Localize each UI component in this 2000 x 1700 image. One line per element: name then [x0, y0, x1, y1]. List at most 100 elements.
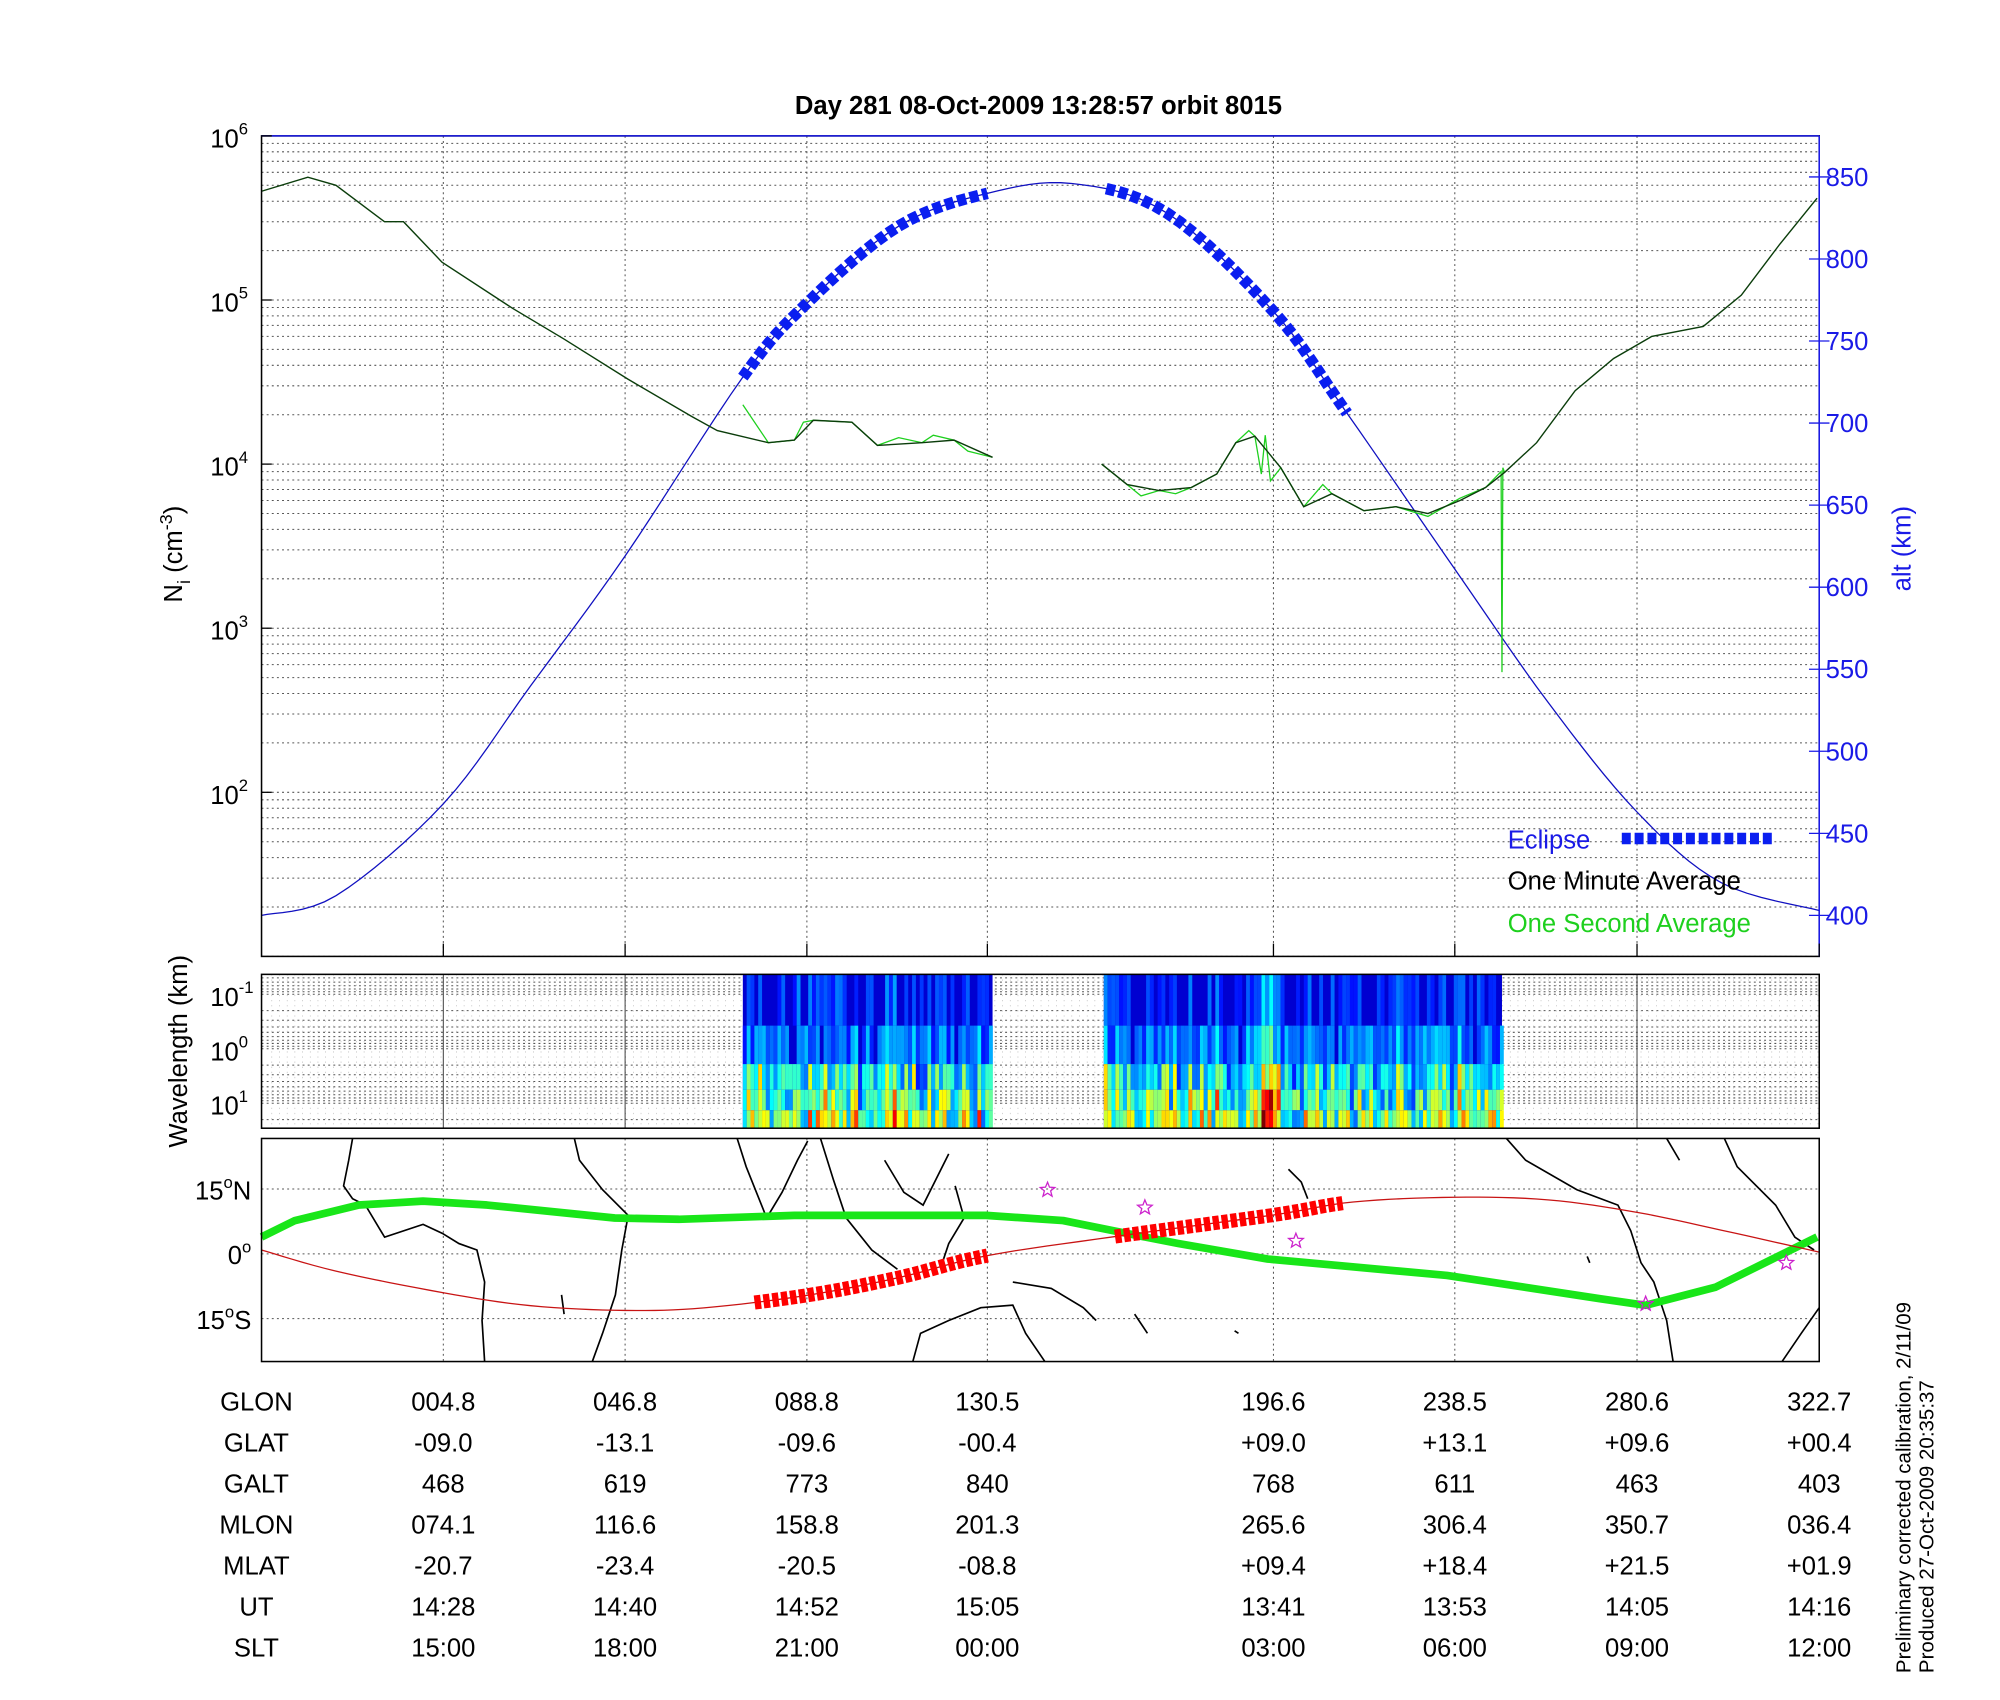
- table-cell: 196.6: [1241, 1388, 1305, 1416]
- spectrogram-cell: [1399, 1064, 1404, 1090]
- spectrogram-cell: [1157, 1025, 1162, 1065]
- spectrogram-cell: [1488, 1089, 1493, 1111]
- spectrogram-cell: [988, 1110, 993, 1129]
- star-marker: [1038, 1180, 1057, 1198]
- spectrogram-cell: [1273, 974, 1277, 1026]
- spectrogram-cell: [827, 1064, 832, 1090]
- spectrogram-cell: [758, 1110, 763, 1129]
- spectrogram-cell: [1488, 1025, 1493, 1065]
- alt-tick-label: 850: [1826, 164, 1869, 192]
- eclipse-segment: [738, 187, 989, 381]
- spectrogram-cell: [1465, 1089, 1470, 1111]
- spectrogram-cell: [1146, 1089, 1150, 1111]
- spectrogram-cell: [1203, 1089, 1208, 1111]
- spectrogram-cell: [1211, 1089, 1216, 1111]
- spectrogram-cell: [781, 1064, 786, 1090]
- spectrogram-cell: [1388, 1089, 1393, 1111]
- coastline-australia: [912, 1281, 1097, 1363]
- spectrogram-cell: [1419, 1064, 1424, 1090]
- spectrogram-cell: [1338, 1064, 1343, 1090]
- spectrogram-cell: [1203, 1025, 1208, 1065]
- spectrogram-cell: [1265, 1025, 1270, 1065]
- spectrogram-cell: [1419, 1025, 1424, 1065]
- spectrogram-cell: [862, 1089, 866, 1111]
- table-row-label: MLON: [219, 1511, 293, 1539]
- chart-title: Day 281 08-Oct-2009 13:28:57 orbit 8015: [795, 92, 1282, 120]
- spectrogram-cell: [1330, 1089, 1335, 1111]
- spectrogram-cell: [1438, 1110, 1443, 1129]
- table-row-label: GALT: [224, 1470, 289, 1498]
- spectrogram-cell: [1423, 1064, 1427, 1090]
- y-tick-label: 102: [210, 776, 248, 810]
- spectrogram-cell: [1480, 1110, 1485, 1129]
- spectrogram-cell: [1326, 1110, 1331, 1129]
- spectrogram-cell: [1392, 1089, 1397, 1111]
- spectrogram-cell: [1119, 1025, 1124, 1065]
- spectrogram-cell: [1273, 1089, 1277, 1111]
- spectrogram-cell: [1199, 1025, 1204, 1065]
- spectrogram-cell: [1161, 1064, 1166, 1090]
- spectrogram-cell: [1253, 1064, 1258, 1090]
- spectrogram-cell: [788, 1064, 793, 1090]
- spectrogram-cell: [796, 974, 801, 1026]
- spectrogram-cell: [835, 1089, 839, 1111]
- spectrogram-cell: [1434, 1089, 1439, 1111]
- spectrogram-cell: [873, 1064, 878, 1090]
- spectrogram-cell: [1403, 1089, 1408, 1111]
- spectrogram-cell: [742, 1089, 747, 1111]
- spectrogram-cell: [838, 974, 843, 1026]
- spectrogram-cell: [1303, 1110, 1308, 1129]
- spectrogram-cell: [1253, 1089, 1258, 1111]
- spectrogram-cell: [746, 1064, 751, 1090]
- spectrogram-cell: [1107, 974, 1112, 1026]
- spectrogram-cell: [1265, 1064, 1270, 1090]
- spectrogram-cell: [1138, 1089, 1143, 1111]
- spectrogram-cell: [1426, 1025, 1431, 1065]
- table-cell: 158.8: [775, 1511, 839, 1539]
- spectrogram-cell: [842, 1064, 847, 1090]
- table-cell: +00.4: [1787, 1429, 1852, 1457]
- spectrogram-cell: [1496, 1089, 1500, 1111]
- spectrogram-cell: [792, 1110, 797, 1129]
- spectrogram-cell: [750, 974, 755, 1026]
- spectrogram-cell: [773, 1110, 778, 1129]
- spectrogram-cell: [1188, 1110, 1193, 1129]
- spectrogram-cell: [1346, 1110, 1350, 1129]
- spectrogram-cell: [1380, 1089, 1385, 1111]
- table-cell: 130.5: [955, 1388, 1019, 1416]
- spectrogram-cell: [1442, 974, 1447, 1026]
- spectrogram-cell: [1473, 1089, 1477, 1111]
- spectrogram-cell: [1261, 1064, 1266, 1090]
- legend-minute-label: One Minute Average: [1508, 868, 1741, 896]
- spectrogram-cell: [1449, 1025, 1454, 1065]
- spectrogram-cell: [962, 1064, 966, 1090]
- spectrogram-cell: [923, 1110, 928, 1129]
- spectrogram-cell: [1180, 1089, 1185, 1111]
- spectrogram-cell: [1103, 1110, 1108, 1129]
- table-row-label: GLON: [220, 1388, 293, 1416]
- eclipse-segment: [1104, 183, 1352, 417]
- spectrogram-cell: [1342, 1110, 1347, 1129]
- spectrogram-cell: [1226, 1089, 1231, 1111]
- spectrogram-cell: [1319, 1089, 1324, 1111]
- spectrogram-cell: [965, 1025, 970, 1065]
- spectrogram-cell: [1149, 1064, 1154, 1090]
- spectrogram-cell: [1369, 1110, 1374, 1129]
- spectrogram-cell: [1273, 1025, 1277, 1065]
- spectrogram-cell: [835, 1110, 839, 1129]
- spectrogram-cell: [762, 1025, 766, 1065]
- spectrogram-cell: [1449, 1110, 1454, 1129]
- spectrogram-cell: [1169, 1025, 1174, 1065]
- spectrogram-cell: [1234, 1110, 1239, 1129]
- spectrogram-cell: [923, 1025, 928, 1065]
- spectrogram-cell: [962, 1110, 966, 1129]
- spectrogram-cell: [1476, 1110, 1481, 1129]
- table-cell: 14:40: [593, 1593, 657, 1621]
- spectrogram-cell: [1103, 974, 1108, 1026]
- spectrogram-cell: [969, 1064, 974, 1090]
- spectrogram-cell: [1176, 1089, 1181, 1111]
- spectrogram-cell: [815, 974, 820, 1026]
- spectrogram-cell: [1246, 1110, 1250, 1129]
- alt-tick-label: 800: [1826, 246, 1869, 274]
- spectrogram-cell: [1211, 1025, 1216, 1065]
